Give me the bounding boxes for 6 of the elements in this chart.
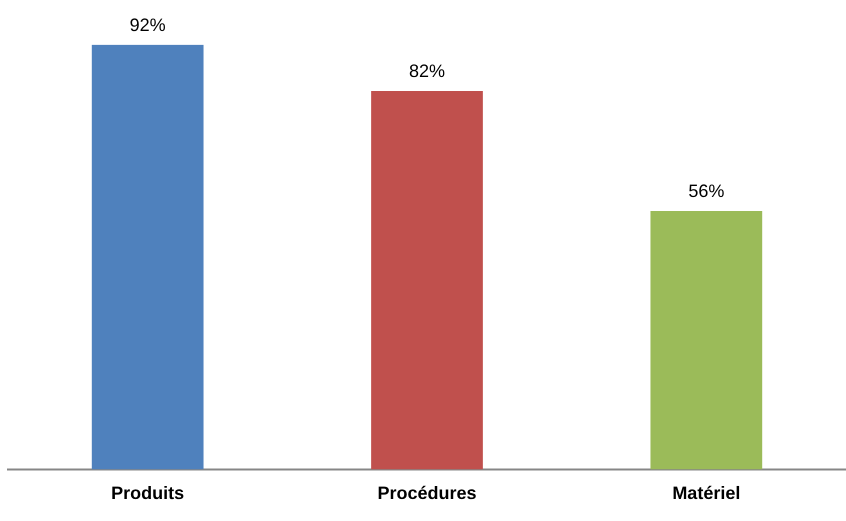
data-label: 82% [408,61,446,82]
x-tick-label: Produits [111,483,184,504]
data-label: 92% [130,14,166,35]
x-tick-label: Matériel [672,483,740,504]
x-tick-label: Procédures [377,483,477,504]
data-label: 56% [688,180,724,201]
